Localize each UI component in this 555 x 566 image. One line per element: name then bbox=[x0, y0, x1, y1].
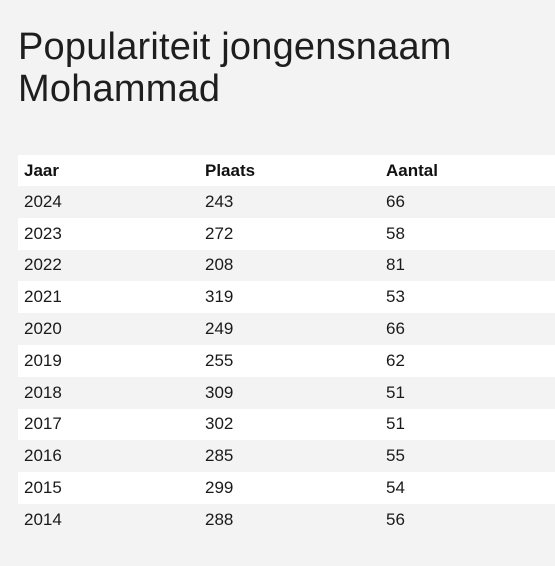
cell-count: 51 bbox=[386, 382, 405, 402]
table-row: 2024 243 66 bbox=[18, 186, 555, 218]
table-row: 2017 302 51 bbox=[18, 408, 555, 441]
table-row: 2020 249 66 bbox=[18, 313, 555, 345]
cell-rank: 272 bbox=[205, 223, 234, 243]
cell-count: 66 bbox=[386, 191, 405, 211]
table-row: 2021 319 53 bbox=[18, 281, 555, 314]
cell-count: 54 bbox=[386, 478, 405, 498]
cell-year: 2023 bbox=[24, 223, 62, 243]
column-header-year: Jaar bbox=[24, 160, 59, 180]
table-header-row: Jaar Plaats Aantal bbox=[18, 155, 555, 186]
cell-year: 2014 bbox=[24, 509, 62, 529]
cell-year: 2017 bbox=[24, 414, 62, 434]
popularity-table: Jaar Plaats Aantal 2024 243 66 2023 272 58 202… bbox=[18, 155, 555, 536]
cell-year: 2020 bbox=[24, 319, 62, 339]
cell-rank: 255 bbox=[205, 350, 234, 370]
table-row: 2015 299 54 bbox=[18, 472, 555, 504]
cell-rank: 299 bbox=[205, 478, 234, 498]
cell-year: 2018 bbox=[24, 382, 62, 402]
table-row: 2016 285 55 bbox=[18, 440, 555, 473]
cell-rank: 288 bbox=[205, 509, 234, 529]
column-header-rank: Plaats bbox=[205, 160, 256, 180]
cell-rank: 319 bbox=[205, 287, 234, 307]
cell-count: 66 bbox=[386, 319, 405, 339]
cell-count: 53 bbox=[386, 287, 405, 307]
table-row: 2014 288 56 bbox=[18, 503, 555, 536]
cell-rank: 285 bbox=[205, 446, 234, 466]
cell-year: 2022 bbox=[24, 255, 62, 275]
cell-year: 2019 bbox=[24, 350, 62, 370]
column-header-count: Aantal bbox=[386, 160, 438, 180]
cell-count: 51 bbox=[386, 414, 405, 434]
cell-rank: 208 bbox=[205, 255, 234, 275]
cell-count: 56 bbox=[386, 509, 405, 529]
cell-rank: 249 bbox=[205, 319, 234, 339]
cell-count: 62 bbox=[386, 350, 405, 370]
cell-year: 2015 bbox=[24, 478, 62, 498]
table-body: 2024 243 66 2023 272 58 2022 208 81 2021 319 53 2020… bbox=[18, 186, 555, 536]
table-row: 2023 272 58 bbox=[18, 217, 555, 250]
cell-rank: 302 bbox=[205, 414, 234, 434]
page-title: Populariteit jongensnaam Mohammad bbox=[18, 26, 452, 110]
table-row: 2018 309 51 bbox=[18, 376, 555, 409]
cell-count: 58 bbox=[386, 223, 405, 243]
cell-year: 2021 bbox=[24, 287, 62, 307]
cell-year: 2024 bbox=[24, 191, 62, 211]
cell-year: 2016 bbox=[24, 446, 62, 466]
cell-count: 81 bbox=[386, 255, 405, 275]
cell-rank: 243 bbox=[205, 191, 234, 211]
table-row: 2022 208 81 bbox=[18, 249, 555, 282]
cell-count: 55 bbox=[386, 446, 405, 466]
table-row: 2019 255 62 bbox=[18, 344, 555, 377]
cell-rank: 309 bbox=[205, 382, 234, 402]
